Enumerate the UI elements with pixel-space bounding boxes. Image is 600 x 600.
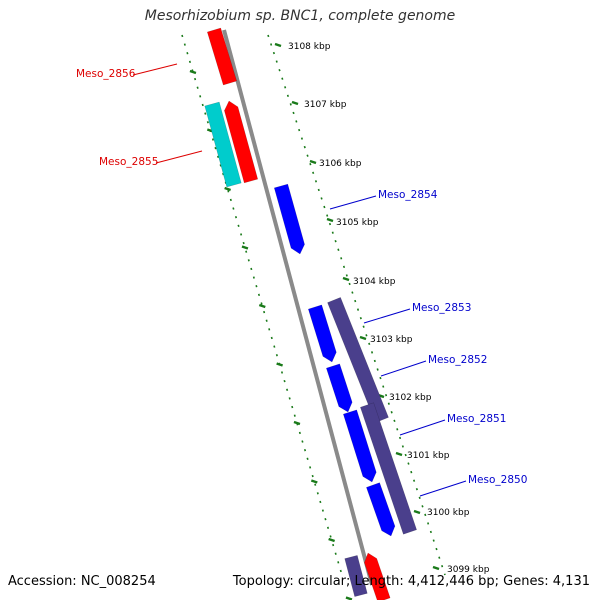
leader-line-meso-2856 [132, 63, 178, 76]
accession-text: Accession: NC_008254 [8, 574, 156, 589]
gene-label-meso-2850[interactable]: Meso_2850 [468, 474, 527, 486]
inner-tick-mark [276, 362, 284, 367]
inner-tick-mark [189, 69, 197, 75]
tick-mark-3106 [309, 159, 317, 165]
tick-label-3104: 3104 kbp [353, 277, 396, 287]
gene-meso-2855-red-feature [224, 100, 259, 184]
inner-tick-mark [241, 245, 249, 250]
inner-tick-mark [328, 537, 336, 543]
tick-label-3103: 3103 kbp [370, 335, 413, 345]
tick-label-3099: 3099 kbp [447, 565, 490, 575]
tick-label-3100: 3100 kbp [427, 508, 470, 518]
inner-tick-mark [224, 186, 232, 192]
gene-meso-2855-cyan-feature [204, 101, 242, 188]
tick-mark-3107 [291, 100, 299, 106]
tick-label-3101: 3101 kbp [407, 451, 450, 461]
gene-meso-2851-feature [343, 409, 377, 483]
gene-meso-2856-feature [206, 27, 238, 86]
cds-track-upper [327, 297, 389, 423]
inner-tick-mark [345, 596, 353, 600]
tick-mark-3103 [359, 335, 367, 341]
tick-mark-3105 [326, 217, 334, 223]
tick-mark-3101 [395, 451, 403, 457]
tick-mark-3100 [413, 509, 421, 515]
tick-label-3106: 3106 kbp [319, 159, 362, 169]
gene-bottom-forward-feature [364, 552, 391, 600]
gene-features [204, 27, 417, 600]
leader-line-meso-2852 [380, 360, 427, 377]
inner-tick-mark [293, 420, 301, 426]
leader-line-meso-2850 [419, 480, 467, 497]
cds-track-lower [360, 402, 417, 535]
gene-label-meso-2855[interactable]: Meso_2855 [99, 156, 158, 168]
tick-mark-3099 [432, 565, 440, 571]
leader-line-meso-2853 [363, 308, 411, 324]
tick-label-3108: 3108 kbp [288, 42, 331, 52]
cds-track-bottom [344, 555, 368, 597]
gene-labels: Meso_2856 Meso_2855 Meso_2854 Meso_2853 Meso… [76, 63, 527, 497]
kbp-ticks: 3108 kbp 3107 kbp 3106 kbp 3105 kbp 3104 kbp… [189, 42, 490, 600]
gene-meso-2850-feature [366, 482, 396, 537]
gene-label-meso-2853[interactable]: Meso_2853 [412, 302, 471, 314]
tick-label-3105: 3105 kbp [336, 218, 379, 228]
inner-ruler-line [181, 34, 343, 576]
inner-tick-mark [310, 479, 318, 484]
leader-line-meso-2855 [155, 150, 203, 164]
gene-label-meso-2854[interactable]: Meso_2854 [378, 189, 438, 201]
gene-label-meso-2852[interactable]: Meso_2852 [428, 354, 487, 366]
tick-mark-3104 [342, 276, 350, 282]
gene-meso-2852-feature [326, 363, 353, 413]
gene-label-meso-2856[interactable]: Meso_2856 [76, 68, 136, 80]
tick-mark-3108 [274, 42, 282, 48]
map-title: Mesorhizobium sp. BNC1, complete genome [144, 8, 456, 24]
genome-summary-text: Topology: circular; Length: 4,412,446 bp… [232, 574, 590, 589]
gene-meso-2853-feature [307, 304, 337, 363]
genome-backbone [222, 29, 374, 586]
inner-tick-mark [258, 303, 266, 309]
leader-line-meso-2854 [329, 195, 377, 210]
leader-line-meso-2851 [399, 419, 446, 436]
gene-label-meso-2851[interactable]: Meso_2851 [447, 413, 506, 425]
gene-meso-2854-feature [273, 183, 305, 255]
tick-label-3107: 3107 kbp [304, 100, 347, 110]
tick-label-3102: 3102 kbp [389, 393, 432, 403]
